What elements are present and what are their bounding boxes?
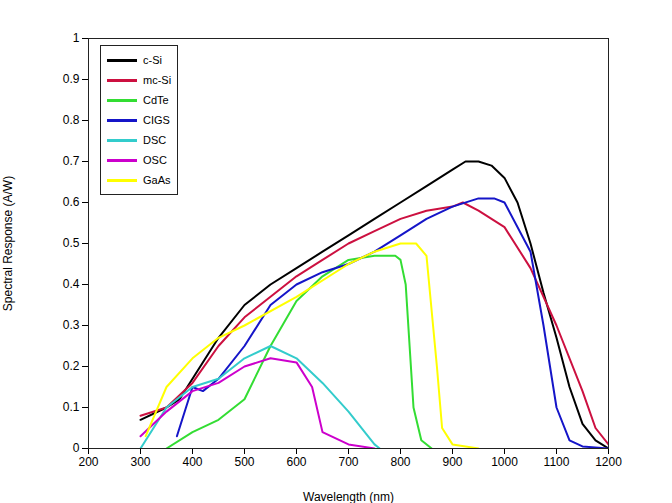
svg-text:0.5: 0.5 — [63, 236, 80, 250]
svg-text:0: 0 — [73, 441, 80, 455]
svg-text:400: 400 — [182, 455, 202, 469]
svg-text:500: 500 — [234, 455, 254, 469]
svg-text:1000: 1000 — [491, 455, 518, 469]
svg-text:700: 700 — [338, 455, 358, 469]
svg-text:Spectral Response (A/W): Spectral Response (A/W) — [1, 176, 15, 311]
svg-text:0.6: 0.6 — [63, 195, 80, 209]
svg-text:800: 800 — [390, 455, 410, 469]
svg-text:Wavelength (nm): Wavelength (nm) — [303, 490, 394, 503]
svg-text:1200: 1200 — [595, 455, 622, 469]
svg-text:300: 300 — [130, 455, 150, 469]
svg-text:0.2: 0.2 — [63, 359, 80, 373]
svg-text:1100: 1100 — [544, 455, 570, 469]
html-text:DSC: DSC — [143, 134, 167, 146]
svg-text:1: 1 — [73, 31, 80, 45]
svg-text:0.8: 0.8 — [63, 113, 80, 127]
svg-text:0.7: 0.7 — [63, 154, 80, 168]
svg-text:0.4: 0.4 — [63, 277, 80, 291]
html-text:OSC: OSC — [143, 154, 167, 166]
html-text:CIGS: CIGS — [143, 114, 170, 126]
html-text:CdTe: CdTe — [143, 94, 169, 106]
svg-text:0.1: 0.1 — [63, 400, 80, 414]
html-text:mc-Si: mc-Si — [143, 74, 172, 86]
svg-text:900: 900 — [442, 455, 462, 469]
svg-text:200: 200 — [78, 455, 98, 469]
html-text:c-Si: c-Si — [143, 54, 162, 66]
svg-text:0.9: 0.9 — [63, 72, 80, 86]
svg-text:600: 600 — [286, 455, 306, 469]
svg-text:0.3: 0.3 — [63, 318, 80, 332]
html-text:GaAs: GaAs — [143, 174, 171, 186]
